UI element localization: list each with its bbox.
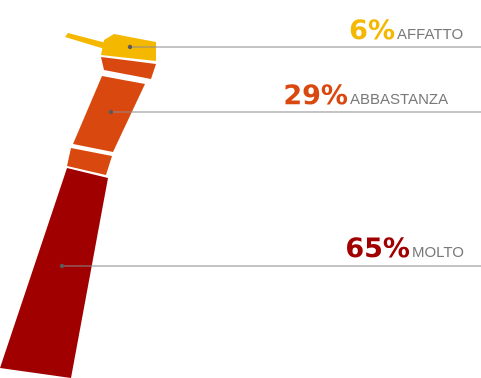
category-label-molto: MOLTO [412, 244, 464, 261]
leader-dot-molto [59, 263, 65, 269]
segment-abbastanza-band [67, 148, 112, 175]
segment-affatto-lever [65, 33, 110, 50]
segment-abbastanza [73, 76, 145, 152]
segment-cap-band [101, 57, 156, 79]
category-label-affatto: AFFATTO [397, 26, 463, 43]
leader-dot-affatto [127, 44, 133, 50]
leader-dot-abbastanza [108, 109, 114, 115]
leader-lines [59, 44, 481, 269]
value-label-molto: 65% [345, 233, 410, 264]
value-label-abbastanza: 29% [283, 80, 348, 111]
category-label-abbastanza: ABBASTANZA [350, 91, 448, 108]
value-label-affatto: 6% [349, 15, 395, 46]
segment-molto [0, 168, 108, 378]
